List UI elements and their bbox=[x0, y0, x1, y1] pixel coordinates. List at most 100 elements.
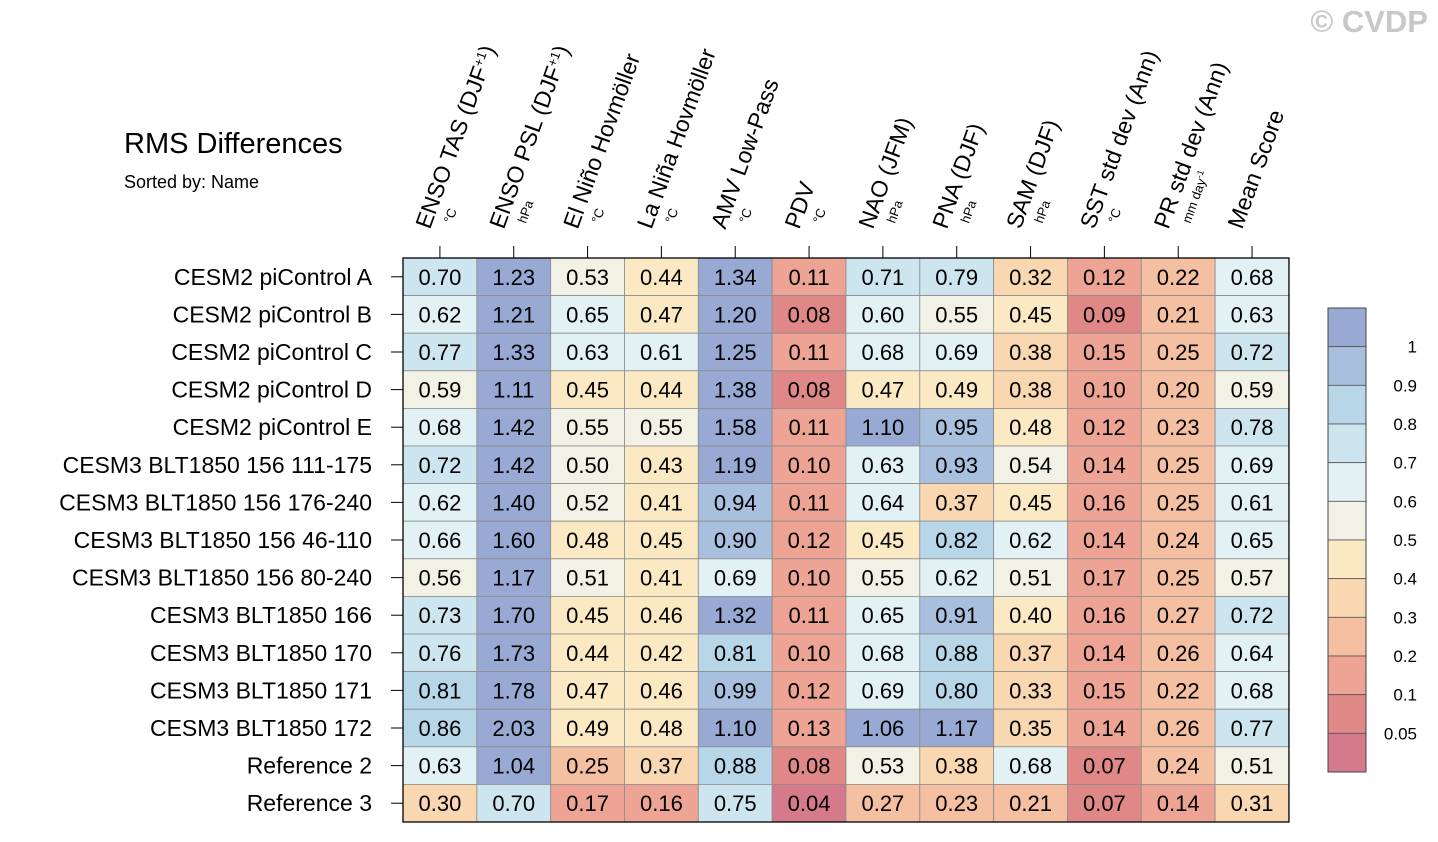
colorbar-segment bbox=[1327, 694, 1367, 734]
cell-value-label: 0.76 bbox=[419, 641, 462, 666]
cell-value-label: 0.68 bbox=[1231, 678, 1274, 703]
cell-value-label: 0.42 bbox=[640, 641, 683, 666]
cell-value-label: 0.38 bbox=[935, 754, 978, 779]
heatmap-cell bbox=[771, 671, 847, 710]
cell-value-label: 0.25 bbox=[566, 754, 609, 779]
cell-value-label: 0.09 bbox=[1083, 302, 1126, 327]
colorbar-tick-label: 0.9 bbox=[1393, 376, 1417, 395]
cell-value-label: 0.99 bbox=[714, 678, 757, 703]
cell-value-label: 0.13 bbox=[788, 716, 831, 741]
cell-value-label: 0.30 bbox=[419, 791, 462, 816]
heatmap-cell bbox=[845, 784, 921, 823]
row-label: CESM3 BLT1850 171 bbox=[150, 677, 372, 703]
heatmap-cell bbox=[1067, 520, 1142, 560]
heatmap-cell bbox=[1214, 633, 1290, 672]
cell-value-label: 1.23 bbox=[492, 265, 535, 290]
heatmap-cell bbox=[697, 784, 773, 823]
cell-value-label: 0.21 bbox=[1009, 791, 1052, 816]
column-unit-label: °C bbox=[441, 206, 460, 225]
heatmap-cell bbox=[919, 784, 995, 823]
cell-value-label: 0.57 bbox=[1231, 566, 1274, 591]
heatmap-cell bbox=[919, 520, 995, 560]
cell-value-label: 0.64 bbox=[1231, 641, 1274, 666]
heatmap-cell bbox=[624, 407, 699, 447]
row-label: CESM2 piControl B bbox=[173, 301, 372, 327]
colorbar-tick-label: 0.6 bbox=[1393, 492, 1417, 511]
cell-value-label: 0.25 bbox=[1157, 453, 1200, 478]
cell-value-label: 0.35 bbox=[1009, 716, 1052, 741]
heatmap-cell bbox=[993, 445, 1068, 484]
cell-value-label: 0.75 bbox=[714, 791, 757, 816]
heatmap-cell bbox=[845, 671, 921, 710]
cell-value-label: 0.93 bbox=[935, 453, 978, 478]
heatmap-cell bbox=[697, 520, 773, 560]
heatmap-cell bbox=[624, 445, 699, 484]
heatmap-cell bbox=[1140, 483, 1216, 522]
cell-value-label: 0.72 bbox=[1231, 603, 1274, 628]
heatmap-cell bbox=[697, 445, 773, 484]
cell-value-label: 0.79 bbox=[935, 265, 978, 290]
cell-value-label: 0.65 bbox=[1231, 528, 1274, 553]
cell-value-label: 0.78 bbox=[1231, 415, 1274, 440]
heatmap-cell bbox=[402, 332, 478, 372]
cell-value-label: 0.63 bbox=[419, 754, 462, 779]
cell-value-label: 1.04 bbox=[492, 754, 535, 779]
cell-value-label: 0.95 bbox=[935, 415, 978, 440]
cell-value-label: 0.45 bbox=[566, 603, 609, 628]
heatmap-cell bbox=[993, 596, 1068, 635]
cell-value-label: 0.22 bbox=[1157, 678, 1200, 703]
heatmap-cell bbox=[476, 596, 552, 635]
heatmap-cell bbox=[624, 784, 699, 823]
heatmap-cell bbox=[697, 708, 773, 748]
heatmap-cell bbox=[476, 257, 552, 296]
cell-value-label: 0.12 bbox=[788, 678, 831, 703]
heatmap-cell bbox=[919, 746, 995, 785]
cell-value-label: 0.72 bbox=[419, 453, 462, 478]
colorbar-segment bbox=[1327, 346, 1367, 386]
heatmap-cell bbox=[402, 445, 478, 484]
heatmap-cell bbox=[845, 596, 921, 635]
heatmap-cell bbox=[1067, 407, 1142, 447]
cell-value-label: 0.49 bbox=[935, 378, 978, 403]
heatmap-cell bbox=[1067, 746, 1142, 785]
page-title: RMS Differences bbox=[124, 128, 343, 160]
heatmap-cell bbox=[771, 407, 847, 447]
heatmap-cell bbox=[697, 483, 773, 522]
heatmap-cell bbox=[1067, 483, 1142, 522]
colorbar-tick-label: 0.8 bbox=[1393, 415, 1417, 434]
heatmap-cell bbox=[1067, 558, 1142, 597]
cell-value-label: 0.46 bbox=[640, 603, 683, 628]
colorbar-tick-label: 0.1 bbox=[1393, 686, 1417, 705]
cell-value-label: 0.64 bbox=[861, 490, 904, 515]
heatmap-cell bbox=[1067, 633, 1142, 672]
colorbar-segment bbox=[1327, 307, 1367, 348]
cell-value-label: 0.53 bbox=[566, 265, 609, 290]
cell-value-label: 1.32 bbox=[714, 603, 757, 628]
cell-value-label: 0.11 bbox=[788, 265, 829, 290]
cell-value-label: 1.21 bbox=[492, 302, 535, 327]
cell-value-label: 0.56 bbox=[419, 566, 462, 591]
cell-value-label: 0.68 bbox=[861, 340, 904, 365]
heatmap-cell bbox=[1140, 257, 1216, 296]
colorbar-tick-label: 0.4 bbox=[1393, 570, 1417, 589]
cell-value-label: 0.37 bbox=[935, 490, 978, 515]
heatmap-cell bbox=[1140, 708, 1216, 748]
heatmap-cell bbox=[1214, 671, 1290, 710]
column-unit-label: °C bbox=[588, 206, 607, 225]
cell-value-label: 0.51 bbox=[1231, 754, 1274, 779]
heatmap-cell bbox=[1067, 596, 1142, 635]
heatmap-cell bbox=[1067, 445, 1142, 484]
column-unit-label: °C bbox=[736, 206, 755, 225]
column-label: ENSO TAS (DJF+1) bbox=[410, 42, 500, 232]
column-label: El Niño Hovmöller bbox=[558, 50, 645, 232]
heatmap-cell bbox=[845, 295, 921, 334]
heatmap-cell bbox=[697, 671, 773, 710]
heatmap-cell bbox=[993, 633, 1068, 672]
row-label: CESM2 piControl A bbox=[174, 264, 373, 290]
sort-subtitle: Sorted by: Name bbox=[124, 172, 260, 192]
cell-value-label: 0.88 bbox=[714, 754, 757, 779]
cell-value-label: 0.43 bbox=[640, 453, 683, 478]
heatmap-cell bbox=[1214, 257, 1290, 296]
cell-value-label: 0.47 bbox=[861, 378, 904, 403]
